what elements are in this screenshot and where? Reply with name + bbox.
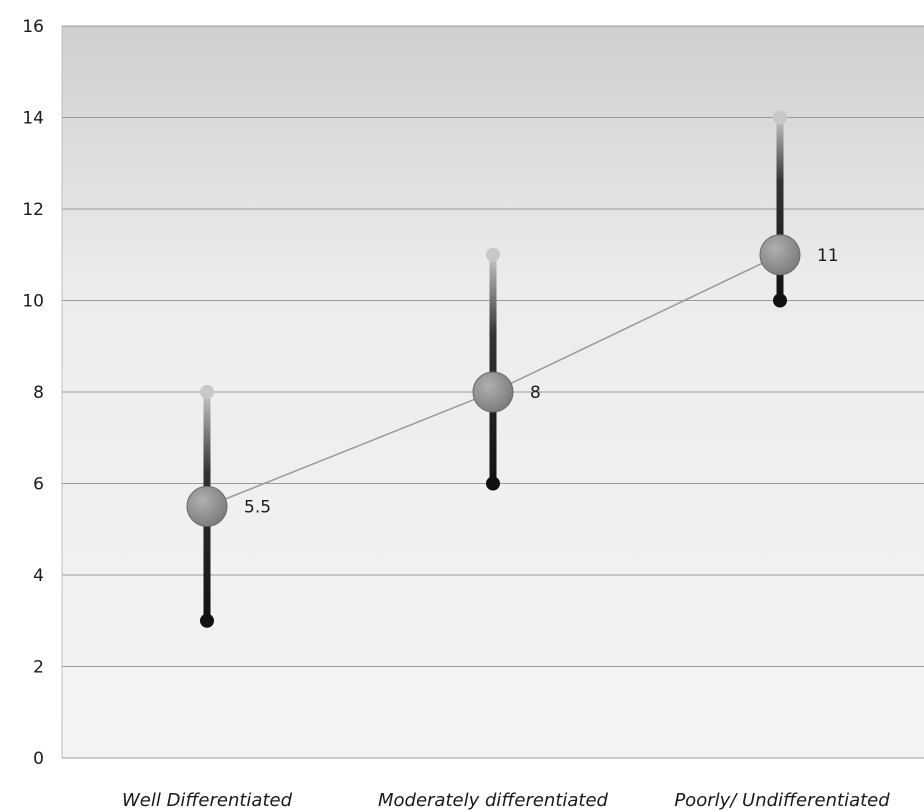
- range-high-cap: [486, 247, 500, 262]
- y-tick-label: 2: [33, 658, 44, 678]
- range-low-cap: [486, 476, 500, 491]
- y-tick-label: 12: [22, 200, 44, 220]
- y-tick-label: 10: [22, 292, 44, 312]
- range-low-cap: [200, 613, 214, 628]
- x-axis-ticks: Well Differentiated Moderately differenti…: [122, 790, 890, 811]
- data-labels: 5.5 8 11: [244, 246, 839, 518]
- y-tick-label: 0: [33, 749, 44, 769]
- range-high-cap: [200, 385, 214, 399]
- x-tick-label: Moderately differentiated: [378, 790, 609, 811]
- x-tick-label: Poorly/ Undifferentiated: [674, 790, 890, 811]
- y-tick-label: 16: [22, 17, 44, 37]
- y-tick-label: 14: [22, 109, 44, 129]
- data-label: 5.5: [244, 497, 271, 517]
- data-label: 11: [817, 246, 839, 266]
- range-high-cap: [773, 110, 787, 125]
- y-tick-label: 8: [33, 383, 44, 403]
- data-point: [759, 234, 801, 276]
- data-point: [472, 371, 514, 413]
- data-point: [186, 485, 228, 527]
- y-tick-label: 4: [33, 566, 44, 586]
- range-bar: [489, 254, 497, 484]
- x-tick-label: Well Differentiated: [122, 790, 293, 811]
- y-axis-ticks: 0 2 4 6 8 10 12 14 16: [22, 17, 44, 769]
- range-low-cap: [773, 293, 787, 308]
- range-bar: [776, 117, 784, 301]
- markers: [186, 234, 801, 527]
- y-tick-label: 6: [33, 475, 44, 495]
- data-label: 8: [530, 383, 541, 403]
